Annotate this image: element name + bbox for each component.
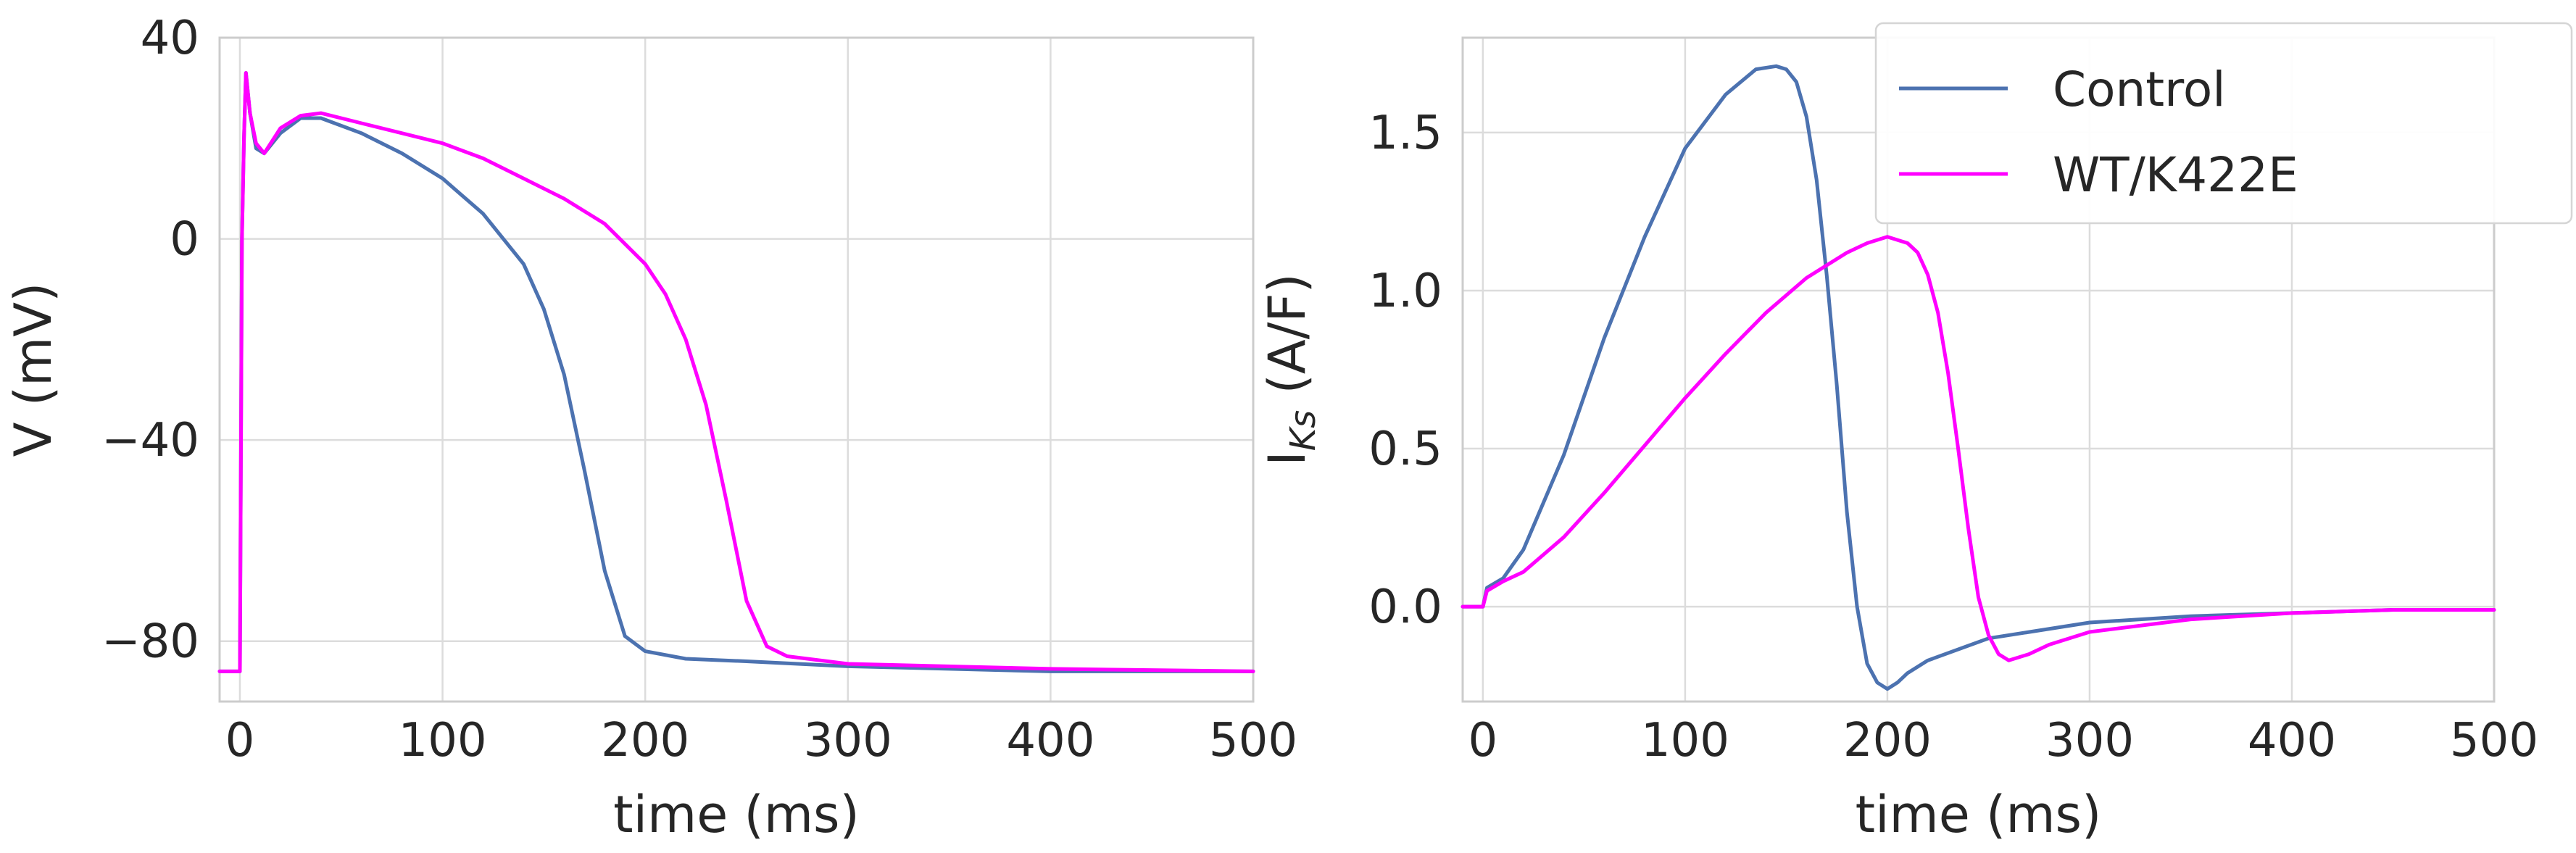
x-tick-label: 200 — [601, 714, 689, 767]
current-chart-panel: 0 100 200 300 400 500 0.0 0.5 1.0 1.5 time (ms) IKs… — [1258, 36, 2538, 844]
y-axis-label-subscript: Ks — [1283, 410, 1324, 451]
series-line-control — [1461, 64, 2496, 691]
x-tick-label: 400 — [2248, 714, 2336, 767]
y-tick-label: 0 — [170, 213, 199, 267]
x-axis-label: time (ms) — [1856, 785, 2102, 844]
series-line-control — [217, 71, 1255, 673]
x-tick-label: 400 — [1006, 714, 1094, 767]
series-line-wt-k422e — [1461, 235, 2496, 662]
y-axis-label-unit: (A/F) — [1258, 273, 1317, 410]
y-axis-label-main: I — [1258, 451, 1317, 466]
y-axis-label: V (mV) — [4, 283, 63, 457]
y-tick-label: −80 — [101, 615, 199, 669]
x-tick-label: 200 — [1843, 714, 1932, 767]
y-axis-label: IKs (A/F) — [1258, 273, 1324, 466]
legend-label: WT/K422E — [2053, 147, 2298, 203]
legend-label: Control — [2053, 62, 2226, 117]
y-tick-label: 0.5 — [1368, 423, 1442, 476]
x-tick-label: 300 — [2045, 714, 2134, 767]
x-tick-label: 0 — [1468, 714, 1498, 767]
y-tick-label: −40 — [101, 414, 199, 467]
chart-legend: Control WT/K422E — [1874, 22, 2573, 225]
voltage-chart-panel: 0 100 200 300 400 500 −80 −40 0 40 time (ms) V (mV) — [4, 12, 1297, 844]
plot-frame — [218, 36, 1255, 703]
x-axis-label: time (ms) — [613, 785, 860, 844]
y-tick-label: 1.5 — [1368, 107, 1442, 160]
x-tick-label: 500 — [1209, 714, 1297, 767]
legend-box — [1874, 22, 2573, 225]
y-tick-label: 40 — [141, 12, 199, 65]
x-tick-label: 300 — [804, 714, 892, 767]
y-tick-label: 1.0 — [1368, 265, 1442, 318]
y-tick-label: 0.0 — [1368, 581, 1442, 634]
x-tick-label: 100 — [1641, 714, 1729, 767]
x-tick-label: 500 — [2450, 714, 2538, 767]
x-tick-label: 100 — [398, 714, 486, 767]
series-line-wt-k422e — [217, 71, 1255, 673]
x-tick-label: 0 — [225, 714, 255, 767]
